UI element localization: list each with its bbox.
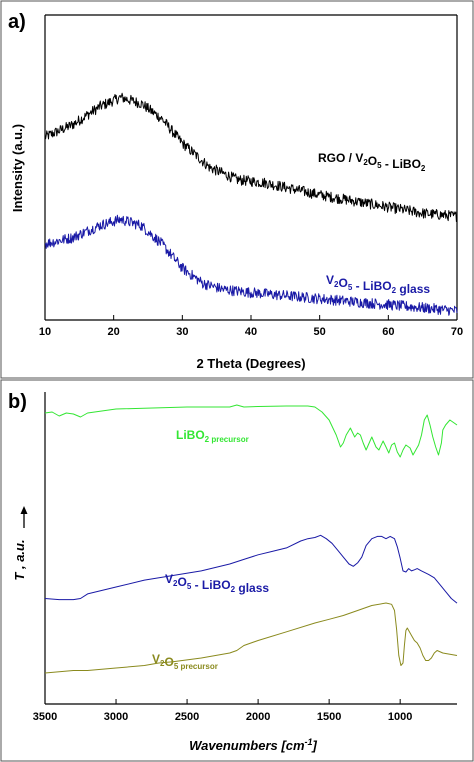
panel-a-series-label-rgo: RGO / V2O5 - LiBO2 <box>318 151 426 173</box>
panel-b-series-line-0 <box>44 404 458 458</box>
panel-b-border <box>0 379 474 762</box>
panel-a: a) 10 20 30 40 50 60 70 2 Theta (Degrees) Inte… <box>0 0 474 379</box>
panel-a-x-tick-label: 30 <box>176 326 188 338</box>
panel-b-series-line-2 <box>44 602 458 674</box>
panel-a-x-tick-label: 60 <box>382 326 394 338</box>
panel-b-y-axis-arrow <box>20 506 28 528</box>
panel-b-series <box>44 404 458 674</box>
panel-b-x-tick-label: 2000 <box>246 711 270 723</box>
panel-b-letter: b) <box>8 391 27 413</box>
panel-b-ticks: 3500 3000 2500 2000 1500 1000 <box>33 699 412 723</box>
panel-b-series-label-libo2: LiBO2 precursor <box>176 428 249 444</box>
panel-a-x-tick-label: 20 <box>108 326 120 338</box>
panel-a-series-line-0 <box>44 92 458 223</box>
panel-a-series-line-1 <box>44 214 458 316</box>
panel-b-x-axis-title: Wavenumbers [cm-1] <box>189 737 317 753</box>
panel-a-x-tick-label: 50 <box>314 326 326 338</box>
panel-a-border <box>0 0 474 379</box>
panel-a-x-tick-label: 10 <box>39 326 51 338</box>
panel-b-x-tick-label: 1000 <box>388 711 412 723</box>
panel-a-series-label-glass: V2O5 - LiBO2 glass <box>326 273 430 296</box>
panel-a-ticks: 10 20 30 40 50 60 70 <box>39 315 463 338</box>
panel-b-x-tick-label: 2500 <box>175 711 199 723</box>
panel-a-y-axis-title: Intensity (a.u.) <box>10 124 25 212</box>
panel-b-x-tick-label: 3500 <box>33 711 57 723</box>
panel-a-x-tick-label: 40 <box>245 326 257 338</box>
panel-b-x-tick-label: 1500 <box>317 711 341 723</box>
panel-b-y-axis-title: T , a.u. <box>12 539 27 580</box>
panel-a-x-axis-title: 2 Theta (Degrees) <box>196 356 305 371</box>
panel-a-letter: a) <box>8 11 26 33</box>
panel-b-series-label-v2o5: V2O5 precursor <box>152 652 218 671</box>
panel-b: b) 3500 3000 2500 2000 1500 1000 Wavenumbers … <box>0 379 474 762</box>
panel-b-series-line-1 <box>44 534 458 604</box>
panel-a-series <box>44 92 458 316</box>
panel-b-x-tick-label: 3000 <box>104 711 128 723</box>
panel-b-series-label-glass: V2O5 - LiBO2 glass <box>165 572 269 595</box>
panel-a-x-tick-label: 70 <box>451 326 463 338</box>
